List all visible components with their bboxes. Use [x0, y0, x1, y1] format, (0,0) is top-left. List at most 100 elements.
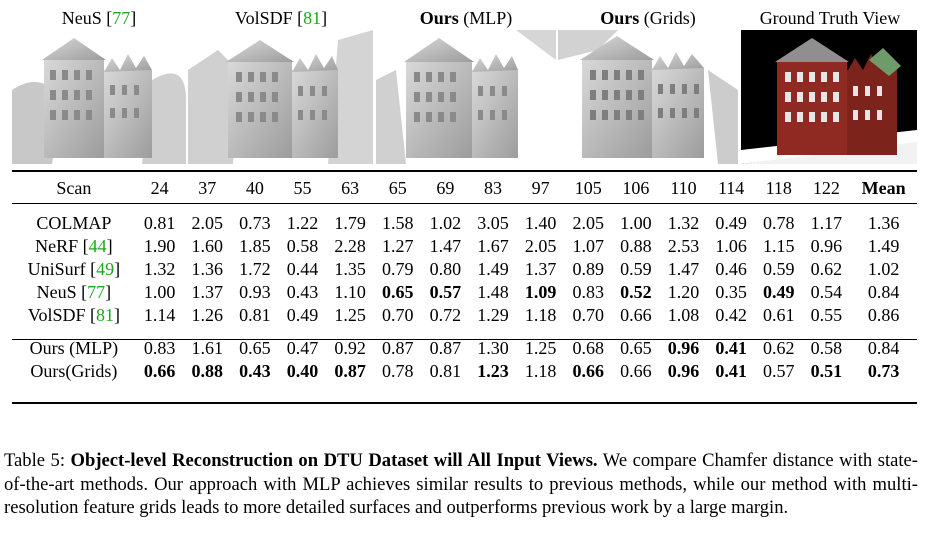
value-cell: 0.52 [620, 282, 652, 302]
column-header: 118 [765, 177, 792, 198]
value-cell: 0.47 [286, 338, 319, 358]
value-cell: 0.43 [286, 282, 319, 302]
value-cell: 1.10 [334, 282, 366, 302]
value-cell: 1.00 [143, 282, 176, 302]
image-header-name: VolSDF [234, 8, 293, 28]
value-cell: 1.61 [191, 338, 224, 358]
column-header: 97 [531, 177, 550, 198]
value-cell: 0.93 [239, 282, 271, 302]
value-cell: 2.05 [524, 236, 557, 256]
method-cell: COLMAP [12, 212, 136, 235]
table-header-row: Scan 24 37 40 55 63 65 69 83 97 105 106 110 114 118 122… [12, 172, 917, 204]
column-header: 63 [341, 177, 360, 198]
method-cell: UniSurf [49] [27, 259, 121, 279]
value-cell: 1.37 [191, 282, 224, 302]
column-header: 69 [436, 177, 455, 198]
value-cell: 1.20 [667, 282, 700, 302]
citation-link[interactable]: 44 [88, 236, 107, 256]
value-cell: 0.87 [429, 338, 462, 358]
value-cell: 0.86 [867, 305, 900, 325]
value-cell: 3.05 [477, 213, 509, 233]
value-cell: 0.68 [572, 338, 605, 358]
value-cell: 1.08 [667, 305, 700, 325]
method-cell: NeuS [77] [36, 282, 112, 302]
value-cell: 1.02 [429, 213, 462, 233]
value-cell: 1.06 [715, 236, 747, 256]
image-header-name: Ours [600, 8, 640, 28]
value-cell: 2.05 [572, 213, 605, 233]
value-cell: 0.87 [334, 361, 366, 381]
value-cell: 0.88 [191, 361, 224, 381]
value-cell: 0.78 [382, 361, 414, 381]
citation-link[interactable]: 81 [303, 8, 322, 28]
value-cell: 0.62 [810, 259, 843, 279]
value-cell: 0.65 [620, 338, 652, 358]
table-mid-rule [12, 339, 917, 340]
value-cell: 0.80 [429, 259, 462, 279]
value-cell: 1.09 [524, 282, 557, 302]
value-cell: 0.66 [572, 361, 605, 381]
citation-link[interactable]: 49 [96, 259, 115, 279]
image-header-name: Ground Truth View [759, 8, 901, 28]
row-spacer-cell [12, 327, 917, 337]
value-cell: 0.96 [667, 361, 700, 381]
table-header-rule [12, 203, 917, 204]
value-cell: 0.83 [572, 282, 605, 302]
value-cell: 1.90 [143, 236, 176, 256]
value-cell: 0.81 [143, 213, 176, 233]
value-cell: 1.02 [867, 259, 900, 279]
caption-body: We compare Chamfer distance with state-o… [4, 450, 918, 518]
column-header: 55 [293, 177, 312, 198]
value-cell: 0.57 [429, 282, 462, 302]
value-cell: 0.49 [715, 213, 747, 233]
citation-link[interactable]: 77 [87, 282, 106, 302]
value-cell: 1.29 [477, 305, 509, 325]
method-name: VolSDF [27, 305, 86, 325]
value-cell: 0.55 [810, 305, 843, 325]
value-cell: 0.78 [763, 213, 795, 233]
value-cell: 1.36 [867, 213, 900, 233]
value-cell: 0.41 [715, 338, 747, 358]
caption-label: Table 5: [4, 450, 71, 471]
value-cell: 0.54 [810, 282, 843, 302]
value-cell: 0.81 [239, 305, 271, 325]
citation-link[interactable]: 81 [96, 305, 115, 325]
table-row: NeRF [44] 1.90 1.60 1.85 0.58 2.28 1.27 1.47 1.6… [12, 235, 917, 258]
value-cell: 0.88 [620, 236, 652, 256]
value-cell: 0.58 [810, 338, 843, 358]
value-cell: 1.15 [763, 236, 795, 256]
value-cell: 0.46 [715, 259, 747, 279]
citation-link[interactable]: 77 [112, 8, 131, 28]
value-cell: 0.41 [715, 361, 747, 381]
column-header: Mean [861, 177, 906, 198]
value-cell: 1.72 [239, 259, 271, 279]
column-header: 105 [574, 177, 602, 198]
value-cell: 1.26 [191, 305, 224, 325]
value-cell: 0.96 [667, 338, 700, 358]
value-cell: 0.51 [810, 361, 843, 381]
value-cell: 0.92 [334, 338, 366, 358]
value-cell: 1.32 [143, 259, 176, 279]
value-cell: 1.27 [382, 236, 414, 256]
value-cell: 0.83 [143, 338, 176, 358]
image-header: Ground Truth View [740, 8, 920, 29]
image-header-name: NeuS [61, 8, 102, 28]
table-row: NeuS [77] 1.00 1.37 0.93 0.43 1.10 0.65 0.57 1.4… [12, 281, 917, 304]
value-cell: 1.79 [334, 213, 366, 233]
value-cell: 0.59 [620, 259, 652, 279]
image-header: Ours (MLP) [376, 8, 556, 29]
table-row: COLMAP 0.81 2.05 0.73 1.22 1.79 1.58 1.02 3.05 1.… [12, 212, 917, 235]
value-cell: 0.49 [763, 282, 795, 302]
column-header: 37 [198, 177, 217, 198]
table-row: Ours(Grids) 0.66 0.88 0.43 0.40 0.87 0.78 0.81 1… [12, 360, 917, 383]
value-cell: 0.62 [763, 338, 795, 358]
value-cell: 0.96 [810, 236, 843, 256]
value-cell: 0.66 [143, 361, 176, 381]
image-header-name: Ours [419, 8, 459, 28]
value-cell: 1.25 [334, 305, 366, 325]
value-cell: 1.35 [334, 259, 366, 279]
ground-truth-view-image [741, 30, 917, 164]
value-cell: 2.53 [667, 236, 700, 256]
value-cell: 1.17 [810, 213, 843, 233]
image-header-suffix: (Grids) [639, 8, 696, 28]
